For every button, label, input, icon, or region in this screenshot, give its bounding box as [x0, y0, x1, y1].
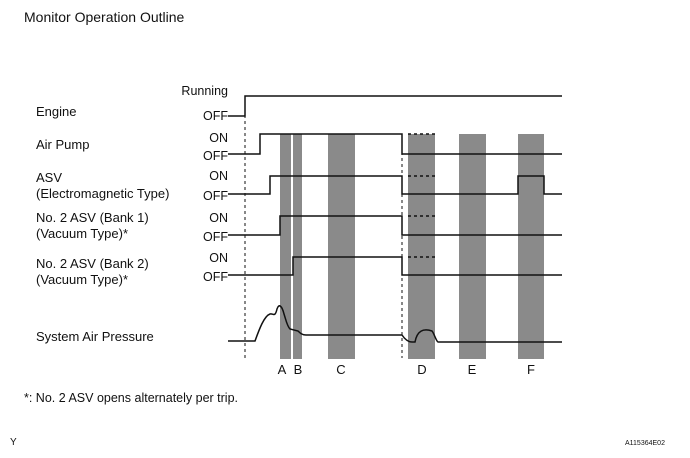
state-bank2-on: ON	[209, 251, 228, 265]
state-air-pump-off: OFF	[203, 149, 228, 163]
trace-no2-asv-bank2	[228, 256, 562, 276]
corner-mark: Y	[10, 437, 17, 448]
signal-label-no2-asv-bank2: No. 2 ASV (Bank 2) (Vacuum Type)*	[36, 256, 149, 287]
shade-band-d	[408, 134, 435, 359]
state-bank1-on: ON	[209, 211, 228, 225]
trace-engine	[228, 95, 562, 117]
state-asv-on: ON	[209, 169, 228, 183]
signal-label-engine: Engine	[36, 104, 77, 119]
shade-band-c	[328, 134, 355, 359]
phase-label-e: E	[467, 362, 477, 377]
state-asv-off: OFF	[203, 189, 228, 203]
trace-asv	[228, 175, 562, 195]
shade-band-a	[280, 134, 291, 359]
figure-code: A115364E02	[625, 440, 665, 447]
phase-label-f: F	[527, 362, 535, 377]
signal-label-air-pump: Air Pump	[36, 137, 90, 152]
state-bank2-off: OFF	[203, 270, 228, 284]
trace-system-air-pressure	[228, 305, 562, 343]
signal-label-system-air-pressure: System Air Pressure	[36, 329, 154, 344]
diagram-title: Monitor Operation Outline	[24, 9, 185, 25]
shade-band-e	[459, 134, 486, 359]
state-air-pump-on: ON	[209, 131, 228, 145]
phase-label-a: A	[277, 362, 287, 377]
signal-label-asv: ASV (Electromagnetic Type)	[36, 170, 170, 201]
phase-shading	[280, 134, 544, 359]
phase-label-b: B	[293, 362, 303, 377]
state-engine-off: OFF	[203, 109, 228, 123]
phase-label-d: D	[417, 362, 427, 377]
shade-band-f	[518, 134, 544, 359]
trace-air-pump	[228, 133, 562, 155]
footnote: *: No. 2 ASV opens alternately per trip.	[24, 391, 239, 405]
trace-no2-asv-bank1	[228, 215, 562, 236]
state-bank1-off: OFF	[203, 230, 228, 244]
signal-label-no2-asv-bank1: No. 2 ASV (Bank 1) (Vacuum Type)*	[36, 210, 149, 241]
phase-label-c: C	[336, 362, 346, 377]
state-engine-running: Running	[181, 84, 228, 98]
shade-band-b	[293, 134, 302, 359]
